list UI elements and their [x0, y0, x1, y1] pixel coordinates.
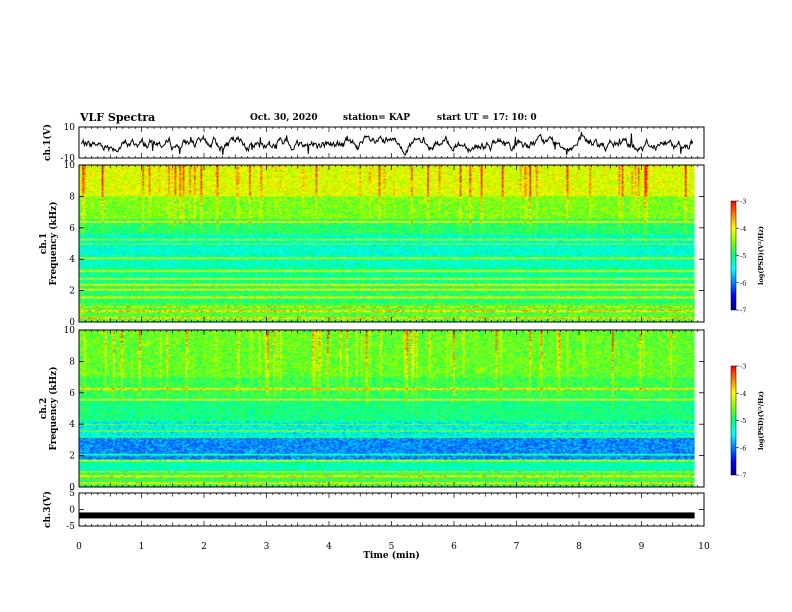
colorbar-tick-label: -4	[740, 225, 746, 233]
frequency-axis-label: Frequency (kHz)	[48, 366, 59, 450]
y-tick-label: 2	[69, 287, 75, 297]
spectrogram-image	[79, 330, 695, 487]
x-tick-label: 4	[326, 542, 332, 552]
x-tick-label: 3	[264, 542, 270, 552]
colorbar-tick-label: -6	[740, 279, 746, 287]
x-axis-label: Time (min)	[363, 550, 420, 561]
ch3-axis-label: ch.3(V)	[42, 491, 53, 528]
x-tick-label: 0	[76, 542, 82, 552]
colorbar-label: log(PSD)(V²/Hz)	[757, 226, 765, 285]
ch2-spectrogram-panel: 0 2 4 6 8 10 ch.2 Frequency (kHz) -3 -4 -5 -6 -7 log(…	[39, 326, 765, 493]
y-tick-label: 2	[69, 452, 75, 462]
chart-title: VLF Spectra	[80, 111, 156, 124]
x-tick-label: 6	[451, 542, 457, 552]
colorbar-tick-label: -3	[740, 363, 746, 371]
x-tick-label: 2	[201, 542, 207, 552]
y-tick-label: 6	[69, 389, 75, 399]
colorbar-tick-label: -5	[740, 252, 746, 260]
colorbar-tick-label: -6	[740, 444, 746, 452]
y-tick-label: 8	[69, 192, 75, 202]
y-tick-label: 10	[64, 161, 76, 171]
y-tick-label: 5	[69, 489, 75, 499]
ch1-waveform-panel: 10 -10 ch.1(V)	[42, 123, 705, 164]
frequency-axis-label: Frequency (kHz)	[48, 201, 59, 285]
colorbar-tick-label: -7	[740, 472, 746, 480]
y-tick-label: 0	[69, 318, 75, 328]
x-tick-label: 5	[389, 542, 395, 552]
spectrogram-image	[79, 165, 695, 322]
y-tick-label: 10	[64, 123, 76, 133]
colorbar-tick-label: -7	[740, 307, 746, 315]
colorbar	[730, 200, 737, 311]
y-tick-label: -5	[66, 522, 75, 532]
ch1-spectrogram-panel: 0 2 4 6 8 10 ch.1 Frequency (kHz) -3 -4 -5 -6 -7 log(…	[39, 161, 765, 328]
colorbar-tick-label: -4	[740, 390, 746, 398]
x-tick-label: 9	[639, 542, 645, 552]
frequency-axis-label: ch.2	[39, 398, 49, 419]
y-tick-label: -10	[61, 154, 76, 164]
colorbar-label: log(PSD)(V²/Hz)	[757, 391, 765, 450]
x-tick-label: 8	[576, 542, 582, 552]
colorbar	[730, 365, 737, 476]
ch3-signal-line	[79, 512, 695, 519]
station-label: station= KAP	[343, 113, 411, 123]
y-tick-label: 0	[69, 483, 75, 493]
x-tick-label: 1	[139, 542, 145, 552]
ch1-axis-label: ch.1(V)	[42, 124, 53, 161]
frequency-axis-label: ch.1	[39, 233, 49, 254]
y-tick-label: 8	[69, 357, 75, 367]
colorbar-tick-label: -3	[740, 198, 746, 206]
y-tick-label: 4	[69, 420, 75, 430]
x-tick-label: 7	[514, 542, 520, 552]
y-tick-label: 0	[69, 506, 75, 516]
x-tick-label: 10	[698, 542, 710, 552]
y-tick-label: 10	[64, 326, 76, 336]
y-tick-label: 4	[69, 255, 75, 265]
date-label: Oct. 30, 2020	[250, 113, 318, 123]
colorbar-tick-label: -5	[740, 417, 746, 425]
y-tick-label: 6	[69, 224, 75, 234]
ch1-waveform-line	[80, 131, 694, 156]
start-time-label: start UT = 17: 10: 0	[437, 113, 537, 123]
